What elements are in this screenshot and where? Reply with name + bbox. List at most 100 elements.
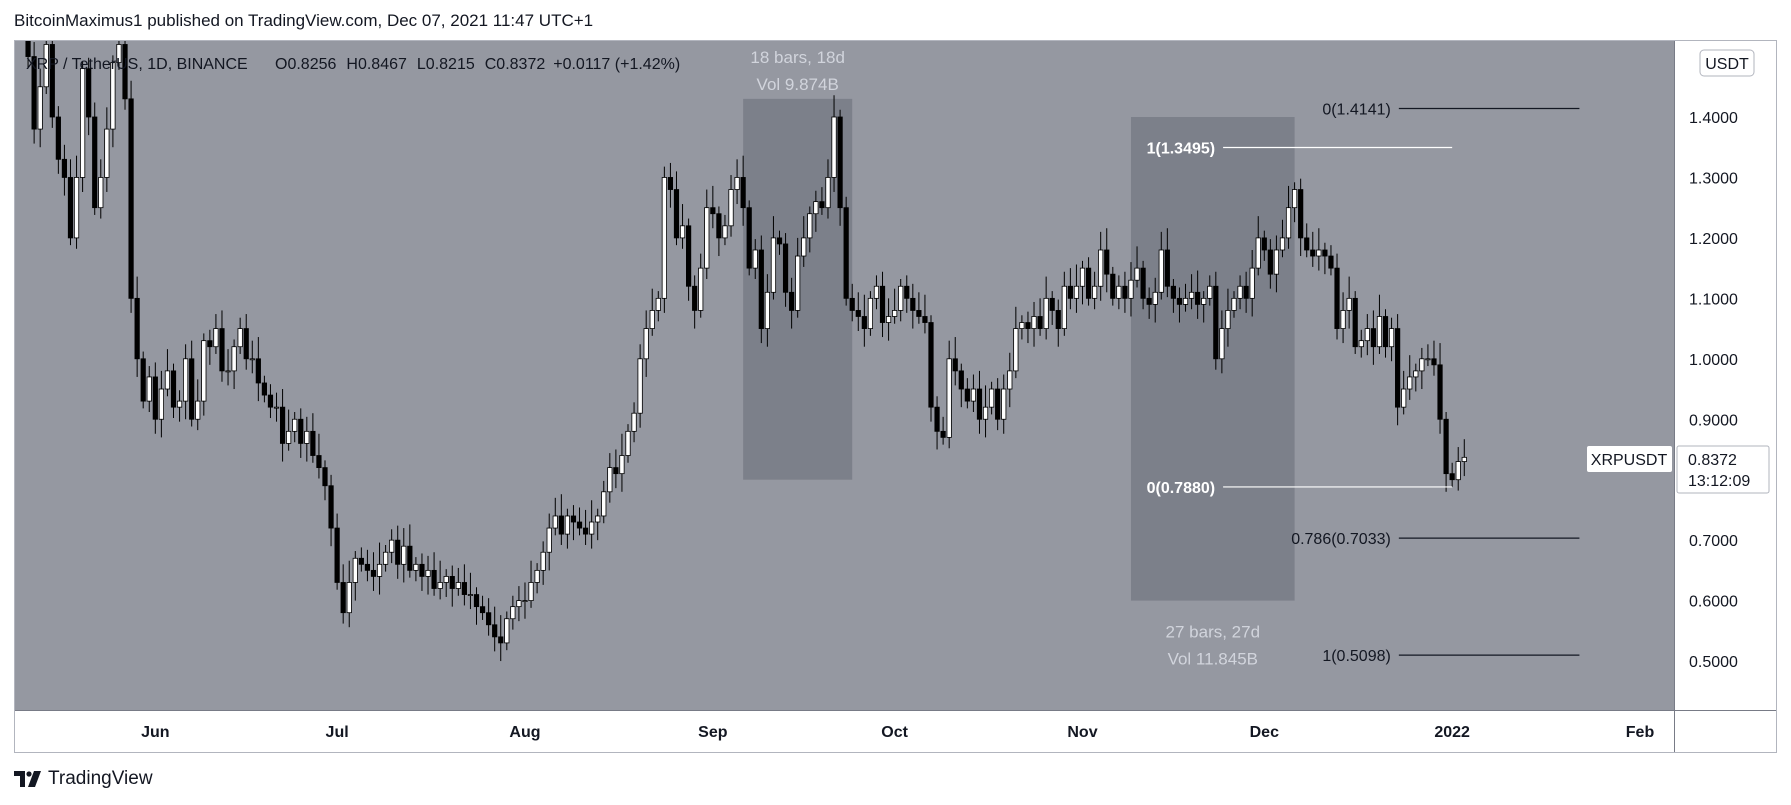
candle-body	[1152, 291, 1158, 305]
candle	[1340, 292, 1346, 344]
candle-body	[1116, 285, 1122, 299]
candle-body	[1085, 267, 1092, 299]
candle-body	[716, 213, 722, 239]
candle-body	[1098, 249, 1104, 287]
candle	[346, 560, 352, 628]
candle	[1401, 370, 1407, 415]
candle	[1231, 291, 1237, 318]
candle-body	[1049, 297, 1055, 311]
candle	[861, 294, 867, 347]
candle	[279, 389, 286, 462]
candle	[61, 144, 68, 196]
symbol-pair: XRP / TetherUS, 1D, BINANCE	[26, 56, 248, 73]
candle-body	[1019, 322, 1025, 329]
candle-body	[1298, 189, 1304, 239]
candle	[528, 560, 534, 608]
candle-body	[1061, 285, 1067, 329]
candle	[1122, 271, 1128, 313]
candle-body	[595, 515, 601, 523]
price-tick-label: 1.2000	[1689, 231, 1738, 248]
candle	[86, 57, 92, 136]
candle	[1419, 347, 1425, 390]
candle	[1146, 287, 1152, 319]
candle-body	[170, 370, 177, 408]
candle-body	[80, 68, 86, 178]
candle-body	[1304, 237, 1310, 251]
candle	[1128, 262, 1134, 317]
candle-body	[1170, 285, 1176, 299]
candle	[1346, 276, 1352, 329]
candle-body	[67, 177, 74, 239]
currency-badge[interactable]: USDT	[1699, 49, 1755, 77]
candle	[692, 275, 698, 329]
candle-body	[1322, 249, 1328, 257]
candle	[601, 480, 607, 524]
candle-body	[1382, 316, 1389, 348]
candle-body	[1043, 297, 1049, 329]
currency-badge-box	[1699, 49, 1755, 77]
candle-body	[486, 612, 492, 626]
candle	[25, 41, 31, 68]
tradingview-footer[interactable]: TradingView	[14, 765, 153, 793]
candle	[1098, 231, 1104, 301]
candle	[49, 41, 55, 128]
candle-body	[546, 527, 552, 553]
candle-body	[98, 177, 104, 209]
candle	[328, 474, 334, 547]
currency-label: USDT	[1705, 56, 1749, 73]
candle	[273, 392, 280, 422]
candle	[655, 291, 661, 322]
candle-body	[934, 406, 940, 432]
candle-body	[207, 340, 213, 348]
candle-body	[995, 388, 1001, 420]
candle	[1407, 355, 1413, 400]
candle-body	[1279, 237, 1286, 251]
candle	[940, 416, 946, 445]
candle-body	[55, 116, 61, 160]
time-axis-label: 2022	[1434, 724, 1470, 741]
candle	[243, 314, 249, 370]
time-axis-background[interactable]	[15, 711, 1776, 752]
candle-body	[570, 515, 577, 523]
candle	[661, 166, 667, 313]
candle	[231, 339, 237, 390]
candle	[304, 416, 310, 462]
candle	[970, 374, 977, 412]
candle	[722, 214, 728, 246]
price-axis-ticks: 1.4000 1.3000 1.2000 1.1000 1.0000 0.9000 0.70…	[1689, 110, 1738, 671]
price-axis-background[interactable]	[1675, 41, 1776, 710]
candle	[625, 424, 631, 463]
price-chart[interactable]: 18 bars, 18d Vol 9.874B 27 bars, 27d Vol 11…	[0, 0, 1791, 760]
candle-body	[952, 358, 958, 372]
candle	[479, 595, 486, 620]
change-value: +0.0117 (+1.42%)	[553, 56, 680, 73]
candle-body	[1207, 285, 1213, 299]
candle-body	[340, 582, 346, 614]
candle-body	[413, 563, 419, 571]
candle-body	[704, 207, 710, 269]
candle	[928, 315, 934, 422]
candle-body	[916, 310, 922, 317]
candle	[807, 206, 813, 253]
price-tick-label: 0.6000	[1689, 594, 1738, 611]
candle	[37, 68, 43, 148]
candle	[746, 200, 752, 276]
candle	[382, 544, 389, 572]
candle	[401, 528, 407, 583]
candle-body	[255, 358, 261, 384]
candle-body	[758, 249, 764, 329]
candle	[570, 505, 577, 541]
candle-body	[807, 213, 813, 239]
candle-body	[267, 394, 274, 408]
candle-body	[982, 406, 989, 420]
candle-body	[1395, 328, 1401, 408]
candle-body	[740, 177, 746, 209]
candle	[922, 294, 928, 334]
candle	[789, 277, 795, 329]
candle-body	[1079, 267, 1086, 287]
range-box-2	[1130, 117, 1295, 601]
candle	[801, 216, 807, 267]
candle	[698, 253, 704, 318]
candle-body	[1267, 249, 1273, 275]
candle	[637, 344, 643, 428]
